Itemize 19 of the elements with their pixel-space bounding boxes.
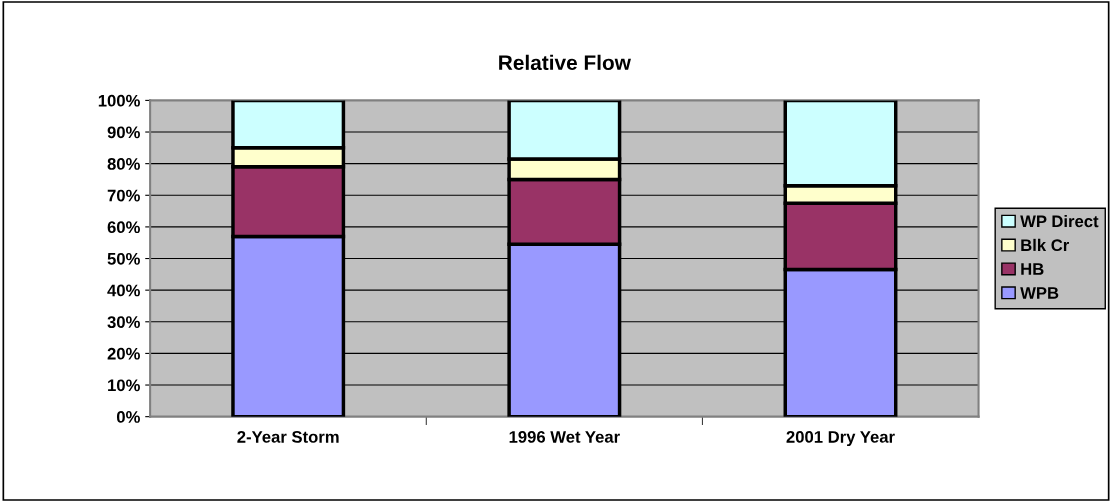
legend-label: WPB	[1020, 287, 1059, 299]
y-tick-label: 30%	[107, 316, 140, 329]
y-tick-label: 0%	[116, 411, 140, 423]
y-tick-label: 50%	[107, 252, 140, 265]
x-tick-label: 2001 Dry Year	[786, 430, 895, 447]
y-tick-label: 60%	[107, 221, 140, 234]
y-tick-label: 10%	[108, 379, 140, 392]
y-tick-label: 80%	[107, 158, 140, 170]
y-tick-label: 90%	[107, 126, 140, 139]
legend-label: WP Direct	[1020, 214, 1099, 228]
legend-label: HB	[1021, 263, 1044, 275]
y-tick-label: 100%	[98, 94, 140, 107]
y-tick-label: 40%	[107, 284, 140, 297]
x-tick-label: 2-Year Storm	[237, 430, 339, 443]
y-tick-label: 70%	[107, 189, 140, 202]
y-tick-label: 20%	[107, 347, 140, 360]
x-tick-label: 1996 Wet Year	[509, 430, 620, 443]
chart-title: Relative Flow	[499, 54, 631, 71]
legend-label: Blk Cr	[1021, 238, 1070, 252]
